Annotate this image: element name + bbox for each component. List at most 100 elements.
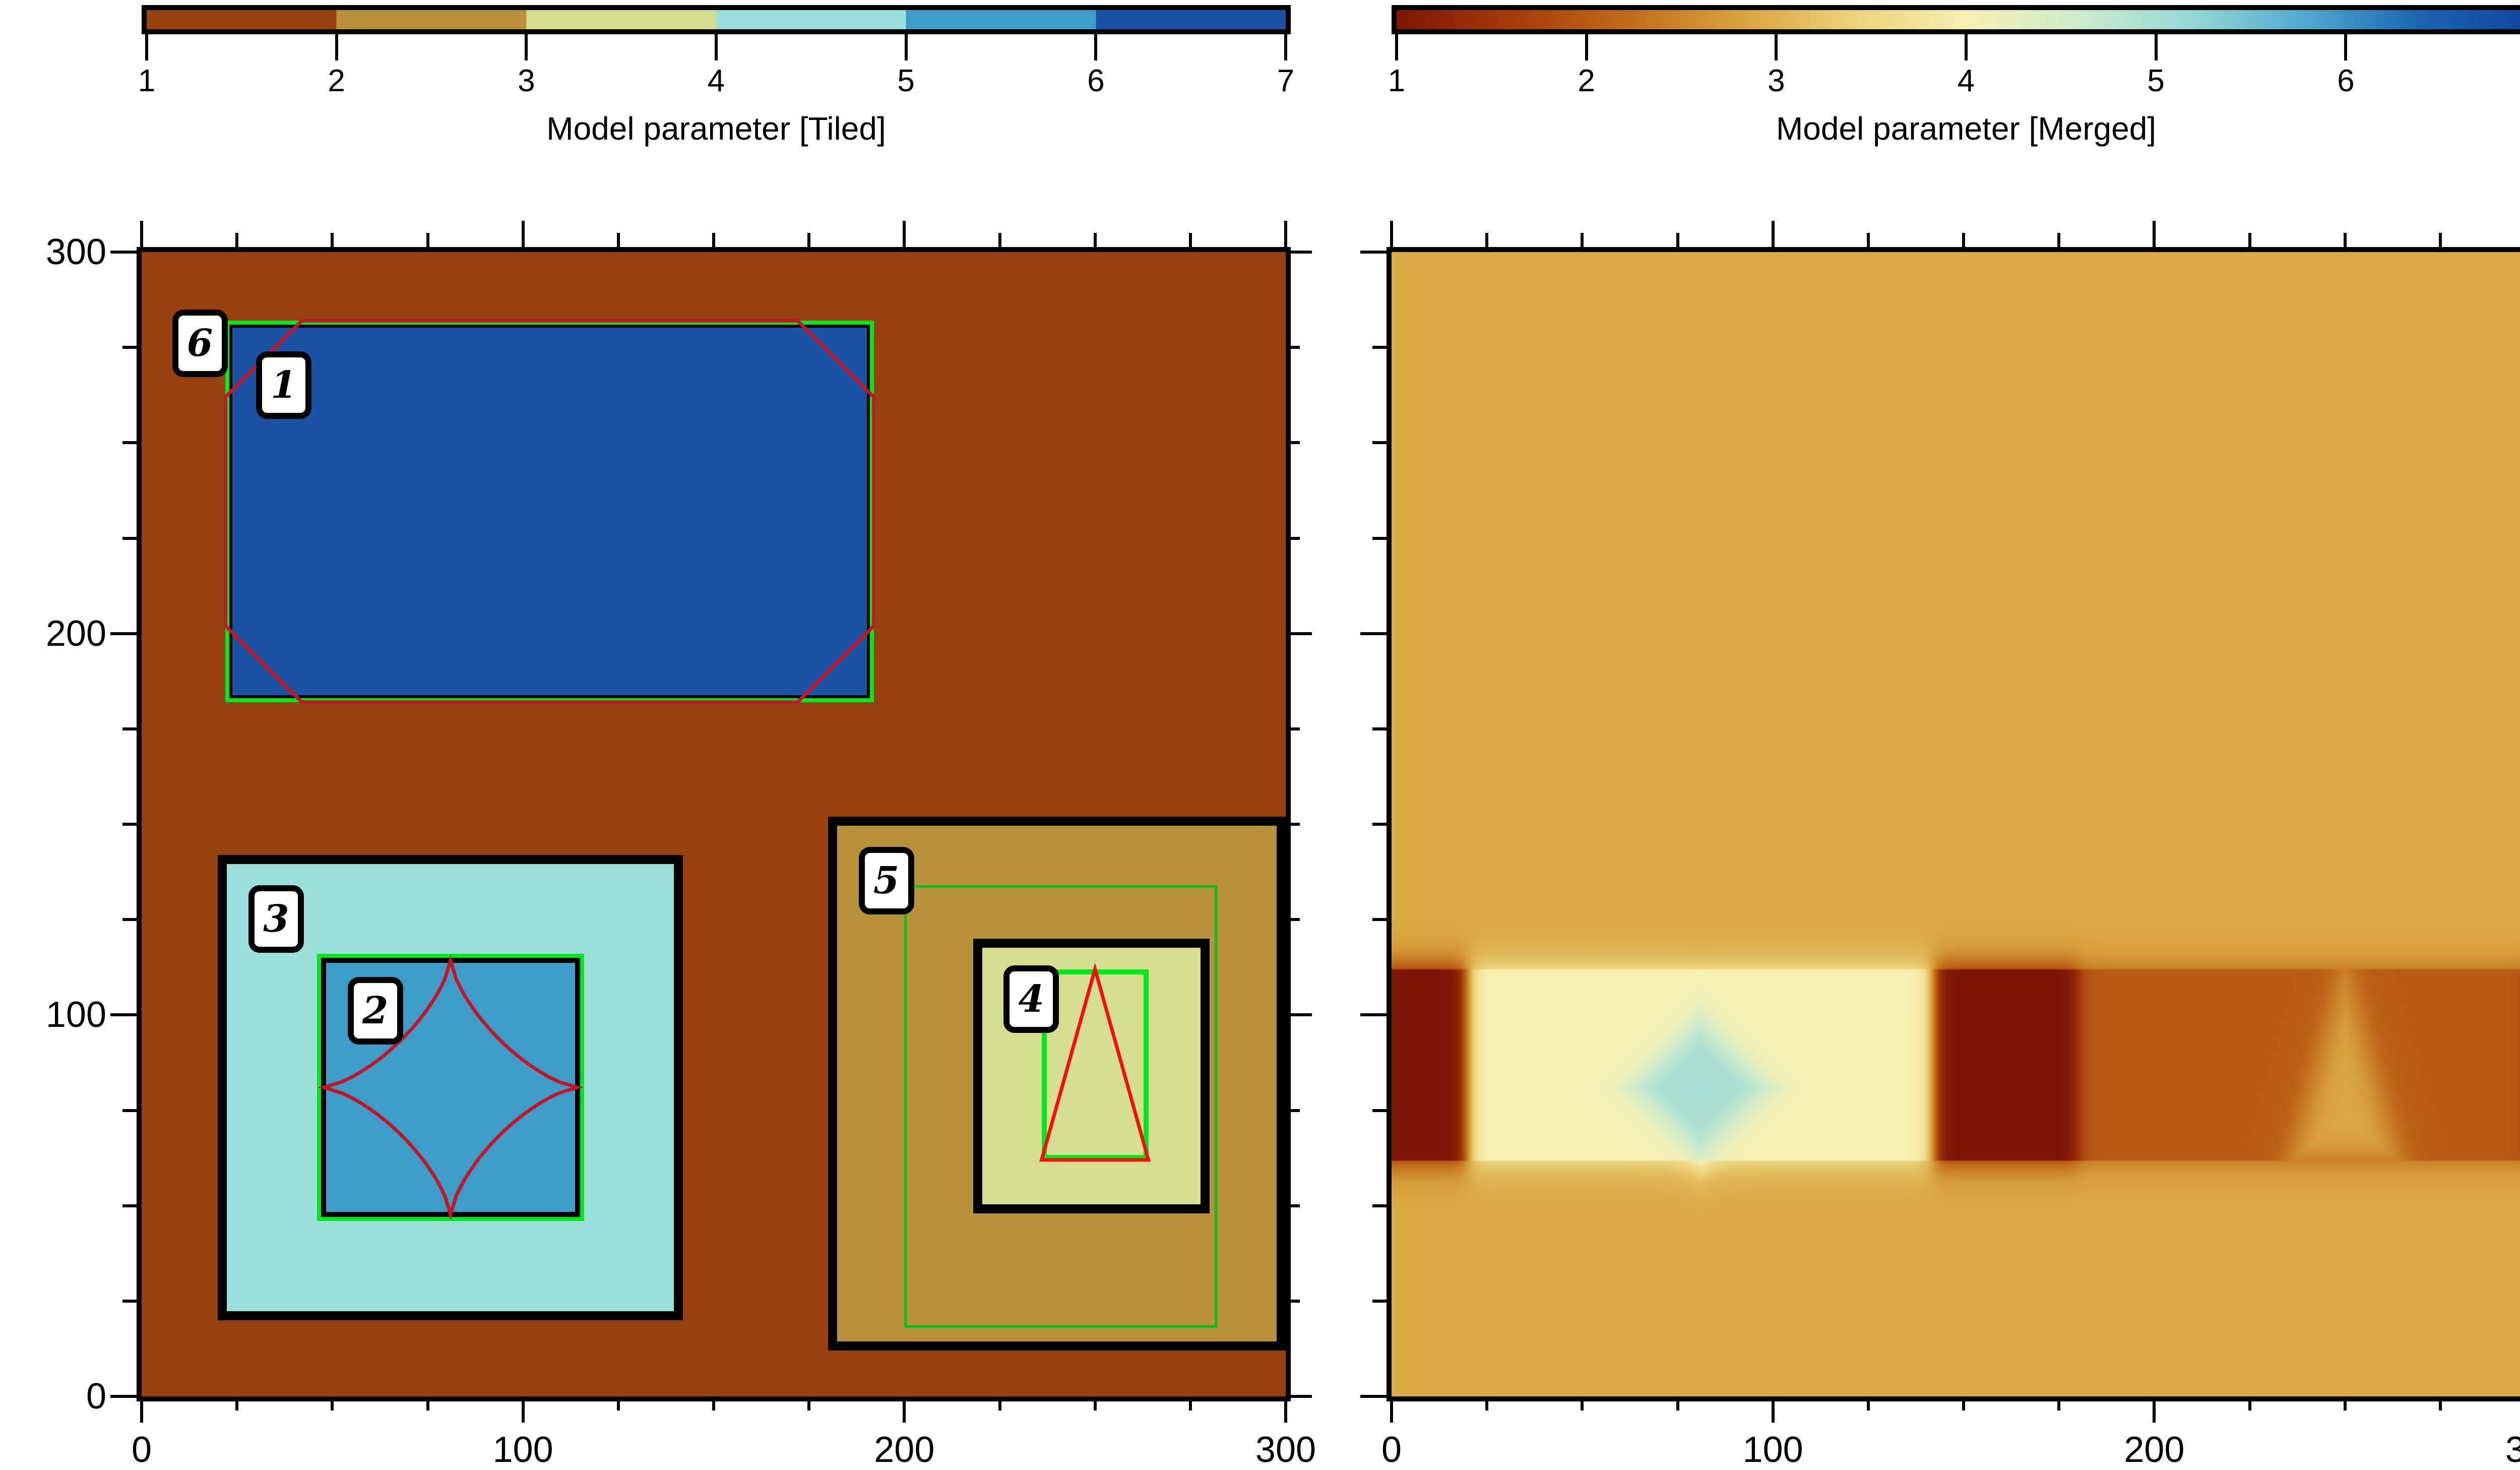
y-major-tick xyxy=(1360,632,1387,635)
colorbar-tick-label: 2 xyxy=(328,64,345,98)
colorbar-tick-label: 4 xyxy=(707,64,725,98)
y-minor-tick-right xyxy=(1286,536,1300,540)
green-outline xyxy=(225,321,874,702)
x-major-tick-top xyxy=(1390,221,1393,247)
x-minor-tick xyxy=(2343,1396,2347,1411)
colorbar-tick-label: 6 xyxy=(2337,64,2355,98)
y-major-tick-right xyxy=(1286,251,1312,254)
colorbar-tick xyxy=(1585,34,1588,60)
plot-frame-merged xyxy=(1387,247,2520,1401)
x-minor-tick xyxy=(2438,1396,2442,1411)
x-major-tick xyxy=(1771,1396,1775,1423)
y-minor-tick xyxy=(122,1109,137,1112)
colorbar-tick-label: 7 xyxy=(1277,64,1295,98)
x-minor-tick xyxy=(235,1396,239,1411)
x-tick-label: 0 xyxy=(131,1430,152,1470)
x-minor-tick-top xyxy=(1962,233,1965,247)
x-minor-tick-top xyxy=(1485,233,1489,247)
region-badge-4: 4 xyxy=(1003,965,1059,1033)
y-minor-tick-right xyxy=(1286,1109,1300,1112)
x-minor-tick xyxy=(1581,1396,1584,1411)
x-minor-tick-top xyxy=(1581,233,1584,247)
y-minor-tick xyxy=(1372,823,1387,826)
x-minor-tick xyxy=(998,1396,1001,1411)
x-tick-label: 200 xyxy=(2124,1430,2185,1470)
colorbar-tick xyxy=(1775,34,1778,60)
region-badge-1: 1 xyxy=(256,351,311,419)
plot-area-merged xyxy=(1392,252,2520,1396)
x-tick-label: 300 xyxy=(1255,1430,1316,1470)
colorbar-tick xyxy=(2154,34,2158,60)
x-minor-tick-top xyxy=(1093,233,1097,247)
x-minor-tick xyxy=(1188,1396,1192,1411)
x-minor-tick xyxy=(331,1396,334,1411)
y-minor-tick xyxy=(1372,1109,1387,1112)
y-tick-label: 0 xyxy=(86,1376,106,1417)
green-outline xyxy=(904,885,1217,1328)
y-minor-tick-right xyxy=(1286,823,1300,826)
colorbar-tick-label: 2 xyxy=(1578,64,1595,98)
y-major-tick-right xyxy=(1286,1395,1312,1398)
x-tick-label: 300 xyxy=(2505,1430,2520,1470)
x-major-tick-top xyxy=(1771,221,1775,247)
x-major-tick-top xyxy=(1284,221,1287,247)
x-minor-tick xyxy=(1866,1396,1870,1411)
colorbar-tick-label: 1 xyxy=(138,64,156,98)
x-minor-tick-top xyxy=(1866,233,1870,247)
x-major-tick xyxy=(1390,1396,1393,1423)
colorbar-tick-label: 1 xyxy=(1388,64,1406,98)
y-minor-tick xyxy=(122,346,137,349)
colorbar-tick xyxy=(525,34,528,60)
region-badge-5: 5 xyxy=(858,847,914,915)
x-tick-label: 200 xyxy=(874,1430,935,1470)
y-minor-tick-right xyxy=(1286,346,1300,349)
x-minor-tick-top xyxy=(616,233,620,247)
x-minor-tick-top xyxy=(235,233,239,247)
colorbar-tick xyxy=(1284,34,1287,60)
y-major-tick xyxy=(110,632,137,635)
colorbar-tick-label: 3 xyxy=(518,64,535,98)
colorbar-tick xyxy=(145,34,148,60)
colorbar-tiled: 1 2 3 4 5 6 7 Model parameter [Tiled] xyxy=(138,5,1295,171)
y-major-tick-right xyxy=(1286,632,1312,635)
y-major-tick xyxy=(110,1395,137,1398)
y-minor-tick xyxy=(122,918,137,922)
octagon-outline xyxy=(224,319,876,704)
y-tick-label: 300 xyxy=(45,232,106,272)
region-badge-6: 6 xyxy=(172,309,228,377)
y-minor-tick-right xyxy=(1286,918,1300,922)
y-minor-tick xyxy=(122,727,137,730)
x-major-tick-top xyxy=(2153,221,2156,247)
triangle-outline xyxy=(1039,962,1151,1162)
panel-merged: 0 100 200 300 xyxy=(1360,221,2520,1468)
x-tick-label: 100 xyxy=(1742,1430,1803,1470)
x-minor-tick-top xyxy=(2343,233,2347,247)
star-outline xyxy=(318,954,584,1220)
x-minor-tick xyxy=(807,1396,811,1411)
x-minor-tick xyxy=(1485,1396,1489,1411)
x-major-tick-top xyxy=(903,221,906,247)
x-major-tick xyxy=(1284,1396,1287,1423)
x-minor-tick xyxy=(616,1396,620,1411)
y-major-tick xyxy=(1360,1395,1387,1398)
y-minor-tick xyxy=(122,1204,137,1207)
x-major-tick xyxy=(521,1396,525,1423)
y-minor-tick-right xyxy=(1286,1299,1300,1303)
y-major-tick xyxy=(1360,1013,1387,1017)
x-minor-tick xyxy=(1093,1396,1097,1411)
y-major-tick xyxy=(110,251,137,254)
y-minor-tick xyxy=(1372,1299,1387,1303)
x-minor-tick-top xyxy=(426,233,429,247)
colorbar-tick-label: 6 xyxy=(1087,64,1105,98)
colorbar-tick xyxy=(2344,34,2348,60)
x-minor-tick xyxy=(2248,1396,2251,1411)
colorbar-tick xyxy=(715,34,718,60)
x-minor-tick-top xyxy=(998,233,1001,247)
colorbar-gradient-tiled xyxy=(142,5,1291,34)
colorbar-tick xyxy=(335,34,338,60)
y-minor-tick xyxy=(1372,918,1387,922)
